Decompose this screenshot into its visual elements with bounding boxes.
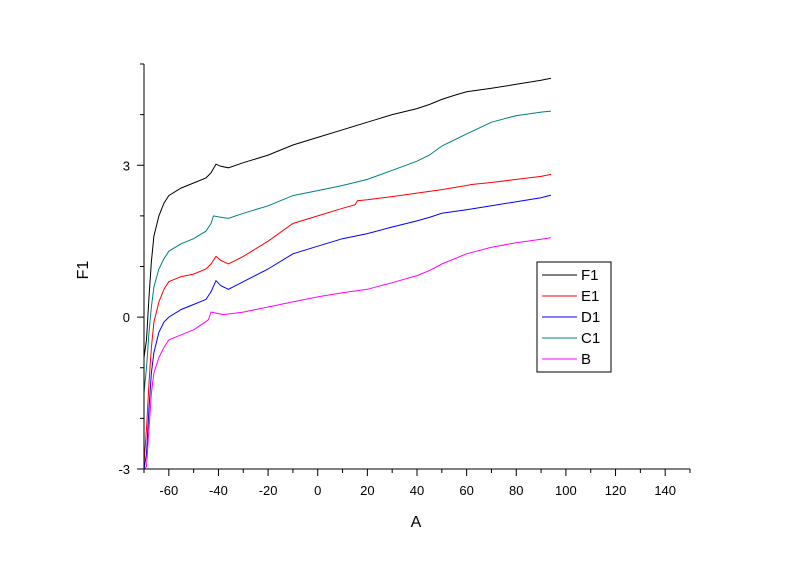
x-tick-label: 140 [654, 483, 676, 498]
x-tick-label: 100 [555, 483, 577, 498]
x-tick-label: -20 [259, 483, 278, 498]
series-line-b [143, 237, 552, 470]
series-line-d1 [143, 194, 552, 470]
x-tick-label: 60 [459, 483, 473, 498]
axes: -60 -40 -20 0 20 40 60 80 100 120 140 -3 0 3 [118, 63, 691, 498]
y-axis-title: F1 [75, 261, 92, 280]
plot-lines [143, 77, 552, 470]
y-tick-label: -3 [118, 462, 130, 477]
legend-label-e1: E1 [581, 288, 599, 305]
legend-label-f1: F1 [581, 267, 599, 284]
legend-label-b: B [581, 351, 591, 368]
x-tick-label: -40 [209, 483, 228, 498]
x-tick-label: 120 [605, 483, 627, 498]
legend: F1 E1 D1 C1 B [536, 261, 612, 373]
series-line-c1 [143, 110, 552, 394]
legend-label-c1: C1 [581, 330, 600, 347]
x-tick-label: 80 [509, 483, 523, 498]
x-axis-title: A [411, 514, 422, 531]
x-tick-label: -60 [159, 483, 178, 498]
x-tick-label: 40 [410, 483, 424, 498]
x-tick-label: 20 [360, 483, 374, 498]
y-tick-label: 3 [123, 158, 130, 173]
x-tick-label: 0 [314, 483, 321, 498]
series-line-f1 [143, 77, 552, 358]
y-tick-label: 0 [123, 310, 130, 325]
legend-label-d1: D1 [581, 309, 600, 326]
series-line-e1 [143, 173, 552, 464]
